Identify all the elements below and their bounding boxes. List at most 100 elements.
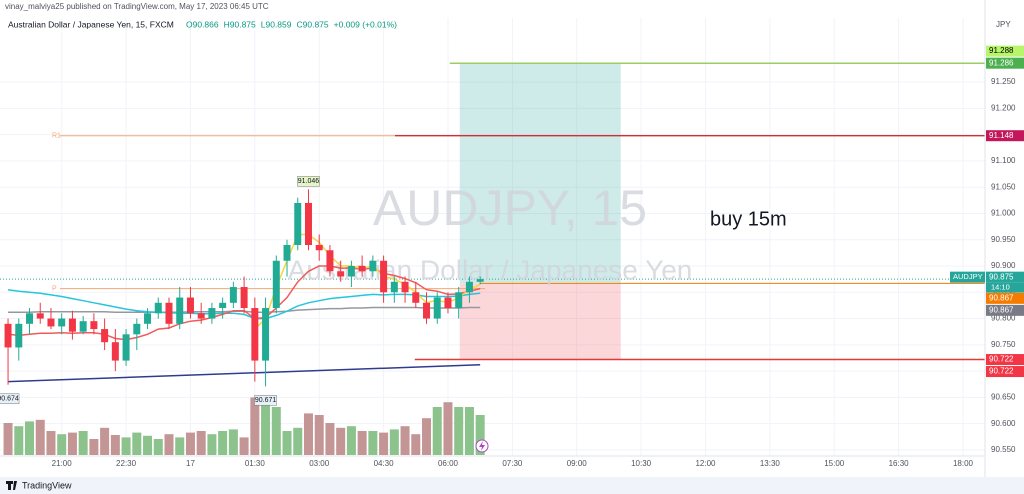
y-tick-label: 90.950 (991, 235, 1016, 244)
volume-bar (346, 426, 356, 455)
position-loss (459, 283, 621, 360)
x-tick-label: 22:30 (116, 459, 137, 468)
volume-bar (314, 415, 324, 455)
candle-body (165, 302, 173, 324)
x-tick-label: 07:30 (502, 459, 523, 468)
volume-bar (3, 423, 13, 455)
volume-bar (454, 407, 464, 455)
candle-body (476, 279, 484, 282)
volume-bar (282, 431, 292, 455)
candle-body (111, 342, 119, 361)
candle-body (272, 260, 280, 309)
candle-body (347, 266, 355, 277)
symbol-label: AUDJPY (953, 272, 983, 281)
candle-body (36, 313, 44, 319)
ohlc-legend: O90.866 H90.875 L90.859 C90.875 +0.009 (+0.0… (186, 19, 397, 29)
candle-body (176, 297, 184, 324)
indicator-line (254, 233, 481, 330)
volume-bar (121, 437, 131, 455)
candle-body (133, 323, 141, 335)
y-tick-label: 90.550 (991, 445, 1016, 454)
candle-body (15, 323, 23, 348)
trendline (8, 364, 481, 383)
candle-body (358, 266, 366, 272)
currency: JPY (996, 20, 1011, 29)
candle-body (144, 313, 152, 324)
price-marker (986, 292, 1024, 304)
symbol-tag (950, 271, 985, 283)
candle-body (208, 308, 216, 319)
x-tick-label: 18:00 (953, 459, 974, 468)
candle-body (412, 292, 420, 303)
volume-bar (78, 431, 88, 455)
x-tick-label: 12:00 (695, 459, 716, 468)
volume-bar (379, 432, 389, 455)
background-layer: R1 P (0, 18, 985, 456)
price-marker (986, 45, 1024, 57)
x-tick-label: 13:30 (760, 459, 781, 468)
plot-layer: 90.674 90.671 91.046 buy 15m (0, 176, 787, 455)
volume-bar (175, 437, 185, 455)
footer-bar (0, 477, 1024, 494)
candle-body (315, 244, 323, 251)
volume-bar (110, 435, 120, 455)
price-marker (986, 271, 1024, 283)
candle-body (337, 271, 345, 277)
candle-body (68, 318, 76, 332)
y-tick-label: 90.900 (991, 261, 1016, 270)
hl-tag (0, 393, 20, 405)
candle-body (154, 302, 162, 314)
candle-body (294, 202, 302, 245)
y-tick-label: 91.050 (991, 182, 1016, 191)
volume-bar (389, 429, 399, 455)
candle-body (455, 292, 463, 309)
volume-bar (239, 437, 249, 455)
price-marker-label: 91.148 (989, 131, 1014, 140)
axis-layer: 90.55090.60090.65090.70090.75090.80090.8… (52, 45, 1024, 468)
pivot-label: R1 (52, 133, 61, 140)
candle-body (58, 318, 66, 327)
candle-body (326, 250, 334, 272)
hl-label: 91.046 (298, 178, 320, 185)
candle-body (26, 313, 34, 324)
candle-body (369, 260, 377, 272)
volume-bar (132, 432, 142, 455)
price-marker-label: 90.722 (989, 355, 1014, 364)
y-tick-label: 90.750 (991, 340, 1016, 349)
candle-body (240, 287, 248, 309)
hl-label: 90.674 (0, 396, 19, 403)
candle-body (433, 297, 441, 319)
volume-bar (411, 434, 421, 455)
price-marker-label: 90.875 (989, 272, 1014, 281)
publisher: vinay_malviya25 published on TradingView… (5, 2, 269, 11)
candle-body (122, 334, 130, 361)
price-marker-label: 90.722 (989, 367, 1014, 376)
candle-body (401, 281, 409, 293)
watermark-description: Australian Dollar / Japanese Yen (288, 254, 693, 285)
y-tick-label: 90.600 (991, 419, 1016, 428)
candle-body (390, 281, 398, 293)
volume-bar (400, 426, 410, 455)
annotation: buy 15m (710, 208, 787, 230)
x-tick-label: 06:00 (438, 459, 459, 468)
hl-tag (297, 176, 320, 187)
hl-tag (254, 395, 277, 406)
tv-logo (6, 481, 17, 490)
volume-bar (35, 419, 45, 455)
volume-bar (25, 421, 35, 455)
price-marker-label: 90.867 (989, 293, 1014, 302)
x-tick-label: 21:00 (52, 459, 73, 468)
volume-bar (185, 432, 195, 455)
volume-bar (57, 434, 67, 455)
change: +0.009 (+0.01%) (334, 19, 397, 29)
volume-bar (432, 407, 442, 455)
volume-bar (89, 439, 99, 455)
y-tick-label: 91.000 (991, 209, 1016, 218)
price-marker (986, 366, 1024, 378)
candle-body (444, 297, 452, 309)
pivot-label: P (52, 285, 57, 292)
countdown-tag (986, 282, 1024, 293)
volume-bar (271, 407, 281, 455)
candle-body (47, 318, 55, 327)
y-tick-label: 91.100 (991, 156, 1016, 165)
